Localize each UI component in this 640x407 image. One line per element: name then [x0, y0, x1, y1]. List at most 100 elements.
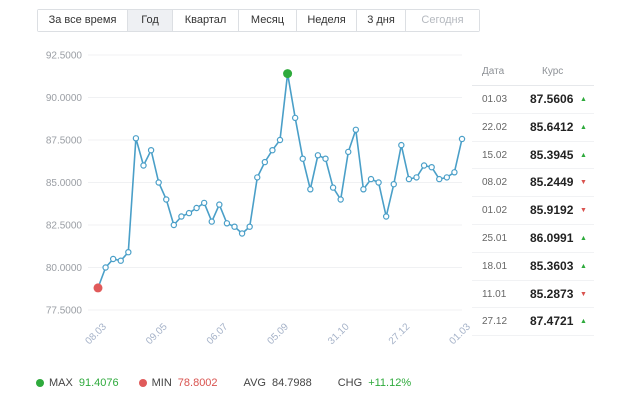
data-point — [360, 186, 367, 193]
chg-label: CHG — [337, 377, 363, 389]
arrow-down-icon: ▼ — [580, 290, 587, 298]
data-point — [132, 135, 140, 142]
x-tick-label: 05.09 — [265, 321, 291, 347]
arrow-up-icon: ▲ — [580, 262, 587, 270]
data-point — [109, 255, 117, 263]
data-point — [382, 213, 390, 220]
row-rate: 85.2449 — [530, 175, 574, 190]
tab-month[interactable]: Месяц — [239, 10, 297, 31]
data-point — [428, 163, 435, 171]
stat-chg: CHG +11.12% — [338, 377, 411, 389]
tab-week[interactable]: Неделя — [297, 10, 357, 31]
data-point — [208, 218, 215, 225]
max-value: 91.4076 — [78, 377, 119, 389]
x-tick-label: 09.05 — [144, 321, 170, 347]
data-point — [276, 136, 284, 144]
table-row: 01.02 85.9192 ▼ — [472, 197, 594, 225]
min-point — [93, 283, 103, 293]
data-point — [117, 257, 124, 264]
avg-label: AVG — [243, 377, 266, 389]
stat-avg: AVG 84.7988 — [244, 377, 312, 389]
max-label: MAX — [49, 377, 73, 389]
data-point — [413, 174, 420, 181]
arrow-up-icon: ▲ — [580, 96, 587, 103]
data-point — [147, 146, 155, 154]
data-point — [420, 162, 428, 169]
row-date: 22.02 — [482, 121, 508, 133]
y-tick-label: 80.0000 — [46, 263, 83, 274]
data-point — [322, 155, 329, 162]
data-point — [193, 204, 200, 212]
x-tick-label: 27.12 — [387, 321, 413, 347]
data-point — [299, 155, 306, 162]
row-date: 15.02 — [482, 149, 508, 161]
table-row: 08.02 85.2449 ▼ — [472, 169, 594, 198]
data-point — [155, 179, 162, 186]
table-row: 27.12 87.4721 ▲ — [472, 308, 594, 337]
header-rate: Курс — [542, 66, 564, 77]
data-point — [307, 186, 314, 193]
tab-year[interactable]: Год — [128, 10, 173, 31]
tab-today[interactable]: Сегодня — [406, 10, 479, 31]
data-point — [178, 213, 185, 220]
row-rate: 87.5606 — [530, 92, 574, 106]
data-point — [375, 179, 382, 186]
arrow-down-icon: ▼ — [580, 179, 587, 187]
tab-3-days[interactable]: 3 дня — [357, 10, 406, 31]
stats-bar: MAX 91.4076 MIN 78.8002 AVG 84.7988 CHG … — [36, 376, 411, 390]
data-point — [367, 175, 375, 183]
data-point — [269, 146, 276, 154]
row-date: 18.01 — [482, 260, 508, 272]
rate-table: Дата Курс 01.03 87.5606 ▲ 22.02 85.6412 ▲ 15.0… — [472, 60, 594, 337]
min-label: MIN — [151, 377, 172, 389]
data-point — [390, 180, 397, 188]
row-rate: 85.9192 — [530, 203, 574, 218]
min-value: 78.8002 — [177, 377, 218, 389]
x-tick-label: 01.03 — [447, 321, 470, 347]
data-point — [125, 248, 132, 256]
data-point — [170, 221, 178, 229]
data-point — [246, 223, 253, 230]
data-point — [216, 201, 223, 208]
arrow-up-icon: ▲ — [580, 151, 587, 159]
data-point — [231, 223, 238, 230]
row-rate: 85.3603 — [530, 258, 574, 273]
row-date: 25.01 — [482, 232, 508, 244]
data-point — [443, 174, 451, 181]
tab-all-time[interactable]: За все время — [38, 10, 128, 31]
chart-grid — [88, 54, 462, 311]
row-date: 01.02 — [482, 205, 508, 217]
y-tick-label: 77.5000 — [46, 306, 83, 317]
data-point — [185, 209, 193, 217]
y-tick-label: 85.0000 — [46, 178, 83, 189]
y-tick-label: 87.5000 — [46, 136, 83, 147]
data-point — [102, 264, 109, 271]
table-row: 18.01 85.3603 ▲ — [472, 253, 594, 281]
stat-max: MAX 91.4076 — [36, 377, 119, 389]
rate-chart: 92.5000 90.0000 87.5000 85.0000 82.5000 80.00… — [46, 51, 470, 347]
x-tick-label: 06.07 — [205, 321, 231, 347]
min-dot-icon — [138, 379, 147, 387]
rate-points — [93, 69, 466, 293]
data-point — [200, 199, 208, 207]
row-rate: 87.4721 — [530, 314, 574, 329]
y-axis: 92.5000 90.0000 87.5000 85.0000 82.5000 80.00… — [46, 51, 83, 317]
y-tick-label: 90.0000 — [46, 93, 83, 104]
data-point — [254, 174, 261, 181]
data-point — [163, 196, 170, 203]
data-point — [451, 169, 458, 176]
tab-quarter[interactable]: Квартал — [173, 10, 239, 31]
row-date: 08.02 — [482, 177, 508, 189]
data-point — [291, 114, 299, 122]
data-point — [337, 196, 344, 203]
row-rate: 86.0991 — [530, 230, 574, 245]
arrow-up-icon: ▲ — [580, 318, 587, 326]
data-point — [352, 126, 360, 134]
data-point — [329, 184, 337, 191]
y-tick-label: 92.5000 — [46, 51, 83, 62]
data-point — [261, 158, 269, 166]
data-point — [398, 141, 405, 149]
x-tick-label: 08.03 — [83, 321, 109, 347]
arrow-down-icon: ▼ — [580, 207, 587, 215]
table-header: Дата Курс — [472, 60, 594, 86]
